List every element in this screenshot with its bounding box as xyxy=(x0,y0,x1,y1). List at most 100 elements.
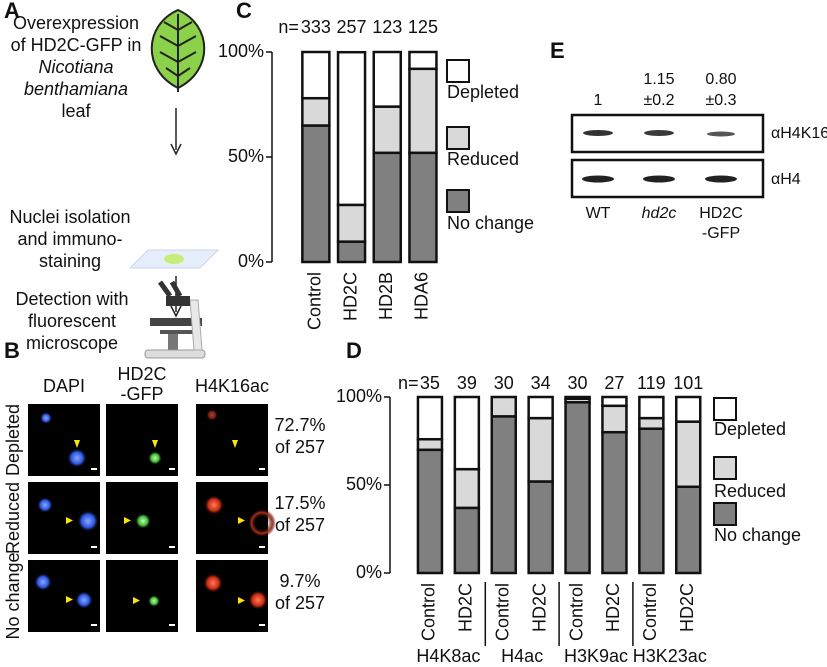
legend-swatch xyxy=(446,59,470,83)
step-text: Nuclei isolation xyxy=(9,207,130,227)
n-label: 257 xyxy=(337,17,367,37)
panel-letter: A xyxy=(4,0,20,23)
n-label: 34 xyxy=(531,373,551,393)
group-label: H4ac xyxy=(501,646,543,666)
n-label: 27 xyxy=(604,373,624,393)
bar-segment xyxy=(675,485,702,575)
bar-segment xyxy=(601,430,628,575)
bar-segment xyxy=(408,50,438,71)
percentage: 72.7% xyxy=(274,415,325,435)
y-tick-label: 50% xyxy=(346,474,382,494)
row-label: No change xyxy=(3,552,23,639)
arrow xyxy=(170,108,182,156)
bar-segment xyxy=(372,105,402,155)
x-tick-label: HDA6 xyxy=(412,272,432,320)
ratio-label: ±0.3 xyxy=(705,92,736,109)
panel-letter: B xyxy=(4,338,20,363)
step-text: Detection with xyxy=(15,289,128,309)
bar-segment xyxy=(527,416,554,483)
bar-segment xyxy=(408,67,438,155)
x-tick-label: Control xyxy=(640,583,660,641)
x-tick-label: HD2C xyxy=(456,583,476,632)
y-tick-label: 0% xyxy=(356,562,382,582)
micrograph-grid xyxy=(28,404,276,632)
y-tick-label: 100% xyxy=(218,41,264,61)
step-text: fluorescent xyxy=(28,311,116,331)
ratio-label: 1.15 xyxy=(643,71,674,88)
legend-label: Reduced xyxy=(447,149,519,169)
group-label: H4K8ac xyxy=(416,646,480,666)
legend-swatch xyxy=(446,189,470,213)
bar-segment xyxy=(301,124,331,264)
group-label: H3K23ac xyxy=(633,646,707,666)
sample-label: hd2c xyxy=(642,205,677,222)
bar-segment xyxy=(372,50,402,108)
bar-segment xyxy=(453,395,481,471)
slide-icon xyxy=(128,249,220,269)
bar-segment xyxy=(638,416,665,430)
percentage: of 257 xyxy=(275,437,325,457)
percentage: of 257 xyxy=(275,593,325,613)
x-tick-label: HD2C xyxy=(340,272,360,321)
antibody-label: αH4K16ac xyxy=(771,125,827,142)
percentage: 17.5% xyxy=(274,493,325,513)
bar-segment xyxy=(527,480,554,575)
group-label: H3K9ac xyxy=(564,646,628,666)
antibody-label: αH4 xyxy=(771,171,801,188)
sample-label: HD2C xyxy=(699,205,743,222)
microscope-icon xyxy=(144,280,206,359)
bar-segment xyxy=(416,395,444,441)
leaf-icon xyxy=(150,8,206,92)
bar-segment xyxy=(301,96,331,127)
bar-segment xyxy=(564,401,591,575)
column-header: -GFP xyxy=(121,384,164,404)
panel-letter: D xyxy=(346,338,362,363)
step-text: leaf xyxy=(61,101,91,121)
sample-label: -GFP xyxy=(702,225,740,242)
step-text: benthamiana xyxy=(24,79,128,99)
y-tick-label: 100% xyxy=(336,386,382,406)
x-tick-label: Control xyxy=(305,272,325,330)
n-label: 333 xyxy=(301,17,331,37)
x-tick-label: HD2C xyxy=(677,583,697,632)
x-tick-label: HD2B xyxy=(376,272,396,320)
bar-segment xyxy=(564,395,591,401)
column-header: DAPI xyxy=(43,376,85,396)
n-label: 30 xyxy=(568,373,588,393)
bar-segment xyxy=(408,151,438,264)
sample-label: WT xyxy=(586,205,611,222)
bar-segment xyxy=(336,240,367,264)
legend-label: Depleted xyxy=(714,419,786,439)
row-label: Depleted xyxy=(3,404,23,476)
bar-segment xyxy=(301,50,331,100)
legend-swatch xyxy=(713,456,737,480)
n-label: 123 xyxy=(372,17,402,37)
n-prefix: n= xyxy=(278,17,299,37)
bar-segment xyxy=(638,395,665,420)
bar-segment xyxy=(638,427,665,575)
legend-swatch xyxy=(446,126,470,150)
step-text: Nicotiana xyxy=(38,57,113,77)
step-text: microscope xyxy=(26,333,118,353)
bar-segment xyxy=(601,395,628,408)
n-label: 101 xyxy=(673,373,703,393)
column-header: H4K16ac xyxy=(195,376,269,396)
bar-segment xyxy=(527,395,554,420)
y-tick-label: 50% xyxy=(228,146,264,166)
panel-letter: C xyxy=(236,0,252,23)
x-tick-label: Control xyxy=(566,583,586,641)
bar-segment xyxy=(675,395,702,423)
n-label: 39 xyxy=(457,373,477,393)
western-blot xyxy=(570,113,765,199)
percentage: of 257 xyxy=(275,515,325,535)
step-text: Overexpression xyxy=(13,13,139,33)
legend-label: No change xyxy=(447,213,534,233)
step-text: of HD2C-GFP in xyxy=(11,35,142,55)
bar-segment xyxy=(372,151,402,264)
bar-segment xyxy=(453,506,481,575)
bar-segment xyxy=(336,203,367,243)
n-label: 35 xyxy=(420,373,440,393)
y-tick-label: 0% xyxy=(238,251,264,271)
n-label: 30 xyxy=(494,373,514,393)
